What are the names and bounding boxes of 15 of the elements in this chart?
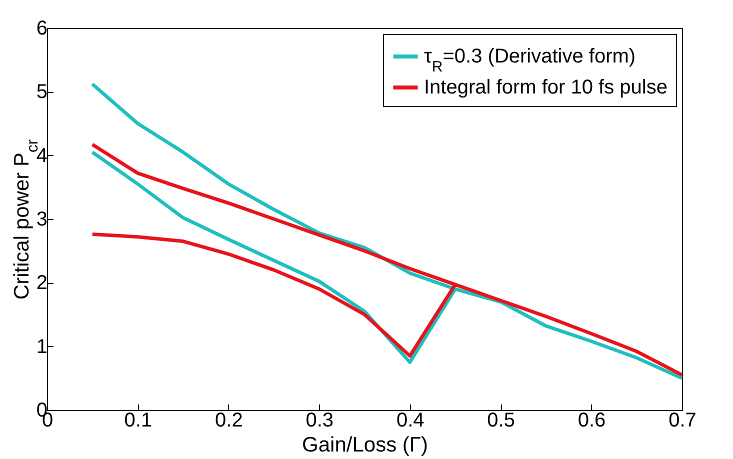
y-tick-label: 1 xyxy=(36,336,48,358)
x-tick-label: 0.3 xyxy=(306,410,334,432)
x-axis-title: Gain/Loss (Γ) xyxy=(302,434,428,456)
y-tick-label: 4 xyxy=(36,144,48,167)
x-tick-label: 0.1 xyxy=(124,410,152,432)
y-tick-label: 6 xyxy=(36,18,48,40)
x-tick-label: 0.6 xyxy=(578,410,606,432)
x-tick-label: 0.4 xyxy=(396,410,424,432)
y-tick-label: 5 xyxy=(36,81,48,104)
x-tick-label: 0.7 xyxy=(668,410,696,432)
legend-label: Integral form for 10 fs pulse xyxy=(424,76,668,98)
x-tick-label: 0.5 xyxy=(487,410,515,432)
legend-label: τ$_{R}$=0.3 (Derivative form) xyxy=(424,46,636,75)
x-tick-label: 0.2 xyxy=(215,410,243,432)
y-tick-label: 3 xyxy=(36,208,48,230)
